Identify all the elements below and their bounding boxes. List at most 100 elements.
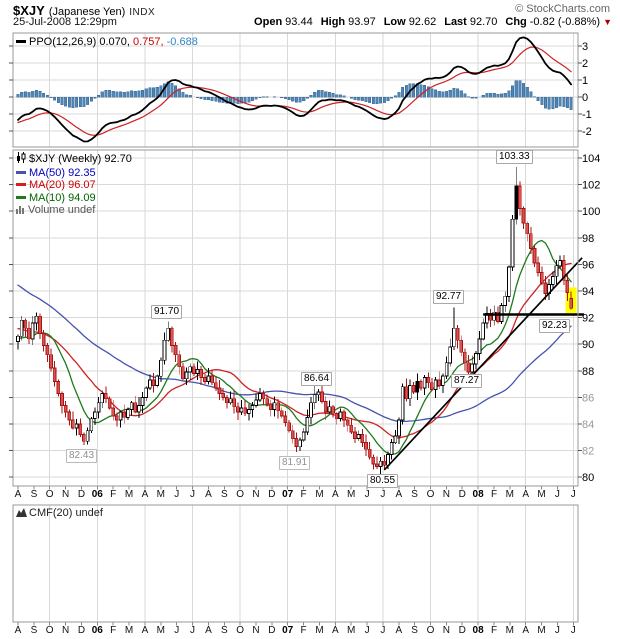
- svg-text:06: 06: [92, 625, 104, 636]
- chart-header: $XJY (Japanese Yen) INDX © StockCharts.com…: [0, 0, 620, 31]
- svg-text:J: J: [190, 625, 195, 636]
- svg-text:J: J: [571, 489, 576, 500]
- quote-label: Last: [444, 16, 467, 28]
- svg-text:94: 94: [582, 286, 594, 298]
- svg-text:-1: -1: [582, 109, 592, 121]
- svg-text:84: 84: [582, 419, 594, 431]
- quote-value: 92.70: [469, 16, 498, 28]
- svg-text:A: A: [205, 489, 212, 500]
- main-chart-legend: $XJY (Weekly) 92.70 MA(50) 92.35 MA(20) …: [16, 152, 132, 218]
- ppo-line-swatch: [16, 40, 26, 43]
- svg-text:F: F: [110, 489, 116, 500]
- svg-text:07: 07: [282, 625, 294, 636]
- svg-text:N: N: [62, 625, 69, 636]
- svg-text:A: A: [15, 625, 22, 636]
- ma50-legend: MA(50) 92.35: [29, 166, 96, 179]
- svg-text:J: J: [174, 489, 179, 500]
- svg-text:08: 08: [473, 625, 485, 636]
- svg-text:S: S: [31, 489, 38, 500]
- svg-text:06: 06: [92, 489, 104, 500]
- svg-text:J: J: [555, 625, 560, 636]
- svg-text:M: M: [506, 489, 514, 500]
- svg-text:90: 90: [582, 339, 594, 351]
- ppo-signal-value: 0.757,: [132, 36, 164, 48]
- svg-text:92: 92: [582, 313, 594, 325]
- quote-label: High: [320, 16, 346, 28]
- svg-text:86: 86: [582, 392, 594, 404]
- svg-text:F: F: [110, 625, 116, 636]
- ppo-label: PPO(12,26,9): [29, 36, 97, 48]
- svg-text:M: M: [315, 625, 323, 636]
- svg-text:100: 100: [582, 206, 600, 218]
- main-legend-title: $XJY (Weekly) 92.70: [29, 153, 132, 165]
- svg-text:O: O: [46, 625, 54, 636]
- svg-text:J: J: [174, 625, 179, 636]
- svg-text:S: S: [411, 489, 418, 500]
- ppo-legend: PPO(12,26,9) 0.070, 0.757, -0.688: [16, 36, 198, 48]
- svg-text:A: A: [395, 489, 402, 500]
- quote-label: Low: [383, 16, 406, 28]
- svg-text:O: O: [236, 489, 244, 500]
- svg-text:M: M: [125, 489, 133, 500]
- svg-text:F: F: [491, 489, 497, 500]
- svg-text:M: M: [315, 489, 323, 500]
- svg-text:S: S: [221, 625, 228, 636]
- svg-text:A: A: [522, 625, 529, 636]
- quote-value: 92.62: [408, 16, 437, 28]
- svg-text:M: M: [537, 625, 545, 636]
- svg-text:J: J: [380, 489, 385, 500]
- svg-text:J: J: [365, 489, 370, 500]
- quote-value: 93.97: [348, 16, 376, 28]
- svg-text:1: 1: [582, 75, 588, 87]
- svg-text:88: 88: [582, 366, 594, 378]
- svg-text:O: O: [427, 625, 435, 636]
- svg-text:07: 07: [282, 489, 294, 500]
- svg-text:A: A: [15, 489, 22, 500]
- svg-text:N: N: [443, 489, 450, 500]
- ma50-swatch: [16, 170, 26, 174]
- svg-text:D: D: [459, 489, 466, 500]
- svg-text:M: M: [347, 625, 355, 636]
- svg-text:D: D: [459, 625, 466, 636]
- volume-bars-icon: [16, 205, 26, 218]
- svg-text:A: A: [395, 625, 402, 636]
- svg-text:F: F: [301, 489, 307, 500]
- svg-text:A: A: [205, 625, 212, 636]
- svg-text:A: A: [142, 625, 149, 636]
- svg-text:-2: -2: [582, 126, 592, 138]
- svg-text:104: 104: [582, 153, 600, 165]
- quote-label: Open: [254, 16, 283, 28]
- svg-text:N: N: [62, 489, 69, 500]
- svg-text:N: N: [443, 625, 450, 636]
- quote-value: 93.44: [285, 16, 313, 28]
- ma20-legend: MA(20) 96.07: [29, 179, 96, 192]
- volume-legend: Volume undef: [28, 204, 96, 217]
- svg-text:S: S: [411, 625, 418, 636]
- svg-text:J: J: [190, 489, 195, 500]
- svg-text:N: N: [252, 625, 259, 636]
- area-chart-icon: [16, 507, 27, 520]
- svg-text:D: D: [268, 489, 275, 500]
- svg-text:D: D: [78, 625, 85, 636]
- ma20-swatch: [16, 183, 26, 187]
- svg-text:F: F: [301, 625, 307, 636]
- quote-summary: Open 93.44 High 93.97 Low 92.62 Last 92.70 Chg -0…: [246, 16, 612, 28]
- svg-text:J: J: [365, 625, 370, 636]
- svg-text:O: O: [427, 489, 435, 500]
- svg-text:J: J: [571, 625, 576, 636]
- quote-label: Chg: [505, 16, 527, 28]
- svg-text:O: O: [236, 625, 244, 636]
- svg-text:M: M: [506, 625, 514, 636]
- svg-text:A: A: [332, 625, 339, 636]
- svg-text:0: 0: [582, 92, 588, 104]
- svg-text:102: 102: [582, 180, 600, 192]
- svg-text:82: 82: [582, 446, 594, 458]
- ppo-value: 0.070,: [99, 36, 130, 48]
- ma10-legend: MA(10) 94.09: [29, 191, 96, 204]
- cmf-legend: CMF(20) undef: [16, 507, 103, 520]
- candlestick-icon: [16, 152, 27, 167]
- copyright-notice: © StockCharts.com: [515, 3, 610, 15]
- quote-value: -0.82 (-0.88%): [529, 16, 601, 28]
